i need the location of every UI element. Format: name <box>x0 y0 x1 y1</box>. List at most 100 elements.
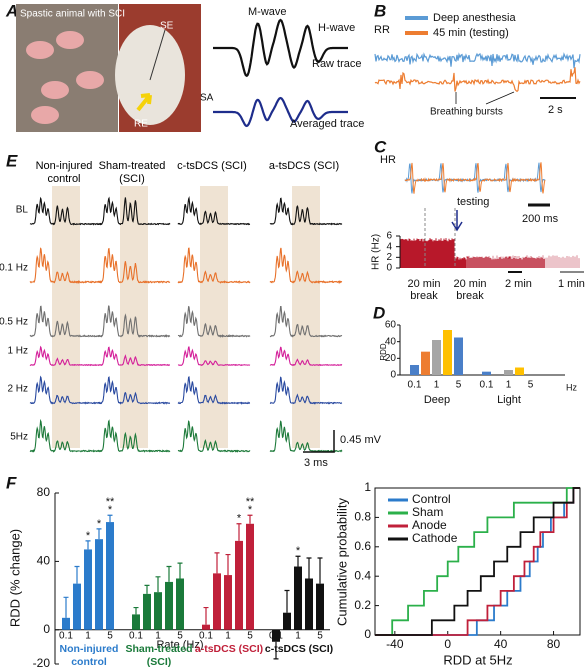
error-bar <box>295 555 301 567</box>
error-bar <box>96 528 102 540</box>
y-tick-label: 0.4 <box>354 568 371 582</box>
trace <box>404 162 546 194</box>
x-tick-label: 0 <box>444 637 451 651</box>
legend-label: Sham <box>412 505 443 519</box>
error-bar <box>177 562 183 579</box>
trace <box>97 419 171 453</box>
x-tick-label: 80 <box>547 637 561 651</box>
y-axis-label: Cumulative probability <box>334 498 349 626</box>
trace <box>29 418 103 453</box>
trace <box>177 247 251 284</box>
error-bar <box>144 584 150 594</box>
scale-label: 3 ms <box>304 457 328 469</box>
y-tick-label: 1 <box>364 480 371 494</box>
caption: Spastic animal with SCI <box>20 9 125 20</box>
legend-label: 45 min (testing) <box>433 27 509 39</box>
error-bar <box>284 589 290 613</box>
trace <box>404 162 546 194</box>
x-tick-label: 1 <box>434 380 440 391</box>
panel-letter: A <box>5 1 18 20</box>
x-tick-label: 1 <box>155 631 161 642</box>
bar <box>443 330 452 375</box>
error-bar <box>107 514 113 523</box>
significance: * <box>108 504 113 516</box>
x-axis-label: RDD at 5Hz <box>443 652 512 667</box>
bar <box>224 575 232 630</box>
y-tick-label: 0 <box>43 622 50 636</box>
trace <box>29 375 103 405</box>
error-bar <box>63 596 69 618</box>
significance: ** <box>246 496 255 508</box>
group-label: Light <box>497 394 521 406</box>
bar <box>316 583 324 630</box>
paw <box>76 71 104 89</box>
wave-label: H-wave <box>318 22 355 34</box>
trace <box>29 247 103 285</box>
panel-letter: B <box>374 1 386 20</box>
row-label: 1 Hz <box>7 346 28 357</box>
window <box>120 186 148 448</box>
row-label: 5Hz <box>10 432 28 443</box>
unit-label: Hz <box>566 382 577 392</box>
x-tick-label: 0.1 <box>129 631 143 642</box>
group-label: a-tsDCS (SCI) <box>194 643 264 655</box>
y-tick-label: 40 <box>385 336 397 347</box>
bar <box>421 351 430 375</box>
y-tick-label: 0 <box>390 370 396 381</box>
column-header: c-tsDCS (SCI) <box>177 160 247 172</box>
row-label: 2 Hz <box>7 384 28 395</box>
error-bar <box>133 606 139 615</box>
column-header: Non-injured control <box>35 160 93 185</box>
scale-label: 1 min <box>558 278 585 290</box>
group-label: Non-injured control <box>59 643 119 668</box>
error-bar <box>74 565 80 584</box>
bar <box>62 617 70 630</box>
trace <box>213 18 348 78</box>
error-bar <box>214 552 220 574</box>
x-tick-label: 5 <box>528 380 534 391</box>
y-axis-label: RDD (% change) <box>7 529 22 627</box>
trace-label: Averaged trace <box>290 118 364 130</box>
paw <box>31 106 59 124</box>
error-bar <box>225 553 231 576</box>
row-label: 0.5 Hz <box>0 317 28 328</box>
photo-label: SA <box>200 93 214 104</box>
bar <box>165 581 173 630</box>
trace <box>374 67 581 93</box>
x-tick-label: 1 <box>225 631 231 642</box>
y-tick-label: 0.8 <box>354 510 371 524</box>
group-label: Deep <box>424 394 450 406</box>
bar <box>294 566 302 630</box>
panel-letter: E <box>6 151 18 170</box>
trace <box>177 346 251 367</box>
trace <box>269 376 343 405</box>
trace-label: Raw trace <box>312 58 362 70</box>
error-bar <box>317 557 323 584</box>
trace <box>213 96 348 128</box>
annotation: Breathing bursts <box>430 107 503 118</box>
bar <box>235 540 243 630</box>
error-bar <box>85 540 91 550</box>
bar <box>84 549 92 630</box>
bar <box>213 573 221 630</box>
error-bar <box>236 523 242 541</box>
x-tick-label: 5 <box>317 631 323 642</box>
y-tick-label: -20 <box>33 656 51 670</box>
trace <box>29 345 103 367</box>
electrode <box>149 29 166 81</box>
scale-label: 2 s <box>548 104 563 116</box>
break-label: 20 min <box>453 278 486 290</box>
bar <box>482 371 491 375</box>
group-label: Sham-treated (SCI) <box>125 643 193 668</box>
error-bar <box>273 641 279 660</box>
trace <box>177 196 251 226</box>
trace <box>269 247 343 285</box>
legend-label: Control <box>412 492 451 506</box>
break-label: 20 min <box>407 278 440 290</box>
error-bar <box>155 576 161 593</box>
bar <box>272 629 280 642</box>
y-tick-label: 0 <box>364 627 371 641</box>
pointer <box>455 91 515 105</box>
scale-label: 2 min <box>505 278 532 290</box>
